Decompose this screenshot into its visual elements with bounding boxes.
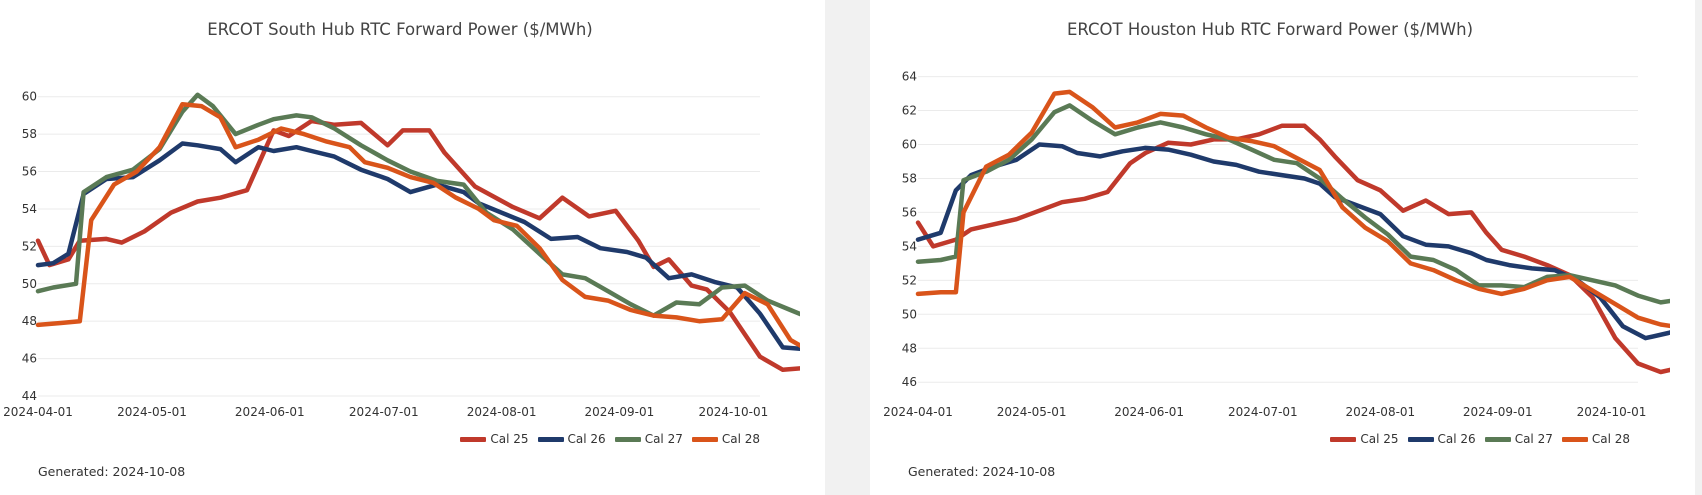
legend-swatch [537,436,564,442]
legend-label: Cal 25 [490,432,529,446]
y-tick-label: 62 [902,104,917,118]
legend-item-cal-28: Cal 28 [691,432,760,446]
chart-title: ERCOT Houston Hub RTC Forward Power ($/M… [1066,20,1474,39]
x-tick-label: 2024-05-01 [117,405,187,419]
legend: Cal 25 Cal 26 Cal 27 Cal 28 [460,432,760,446]
y-tick-label: 58 [902,171,917,185]
y-tick-label: 52 [22,239,37,253]
legend-swatch [691,436,718,442]
x-tick-label: 2024-08-01 [1345,405,1415,419]
y-tick-label: 50 [902,307,917,321]
legend-swatch [1561,436,1588,442]
series-line-cal-25 [915,123,1670,375]
y-tick-label: 46 [902,375,917,389]
legend-label: Cal 26 [1437,432,1476,446]
y-tick-label: 58 [22,127,37,141]
x-tick-label: 2024-07-01 [349,405,419,419]
y-tick-label: 60 [22,90,37,104]
series-line-cal-27 [35,92,800,318]
x-tick-label: 2024-04-01 [3,405,73,419]
x-tick-label: 2024-05-01 [997,405,1067,419]
y-tick-label: 54 [902,239,917,253]
legend-swatch [1484,436,1511,442]
legend-swatch [1330,436,1357,442]
series-line-cal-28 [915,89,1670,329]
y-tick-label: 46 [22,352,37,366]
y-tick-label: 50 [22,277,37,291]
legend-label: Cal 28 [1591,432,1630,446]
y-tick-label: 54 [22,202,37,216]
series-line-cal-27 [915,103,1670,305]
x-tick-label: 2024-09-01 [1463,405,1533,419]
generated-date: Generated: 2024-10-08 [38,464,186,479]
legend-item-cal-27: Cal 27 [1484,432,1553,446]
x-tick-label: 2024-10-01 [1577,405,1647,419]
y-tick-label: 60 [902,138,917,152]
generated-date: Generated: 2024-10-08 [908,464,1056,479]
x-tick-label: 2024-06-01 [235,405,305,419]
legend-label: Cal 26 [567,432,606,446]
series-line-cal-26 [35,141,800,352]
legend-item-cal-28: Cal 28 [1561,432,1630,446]
legend-item-cal-26: Cal 26 [537,432,606,446]
legend-item-cal-27: Cal 27 [614,432,683,446]
legend-label: Cal 27 [1514,432,1553,446]
y-tick-label: 56 [902,205,917,219]
series-line-cal-28 [35,101,800,349]
legend-swatch [460,436,487,442]
legend: Cal 25 Cal 26 Cal 27 Cal 28 [1330,432,1630,446]
y-tick-label: 44 [22,389,37,403]
legend-label: Cal 25 [1360,432,1399,446]
legend-item-cal-25: Cal 25 [460,432,529,446]
y-tick-label: 64 [902,70,917,84]
chart-panel-houston: ERCOT Houston Hub RTC Forward Power ($/M… [870,0,1695,495]
y-tick-label: 48 [902,341,917,355]
legend-label: Cal 28 [721,432,760,446]
chart-title: ERCOT South Hub RTC Forward Power ($/MWh… [207,20,593,39]
x-tick-label: 2024-06-01 [1114,405,1184,419]
series-line-cal-26 [915,142,1670,341]
legend-label: Cal 27 [644,432,683,446]
x-tick-label: 2024-07-01 [1228,405,1298,419]
x-tick-label: 2024-10-01 [699,405,769,419]
series-line-cal-25 [35,118,800,373]
x-tick-label: 2024-04-01 [883,405,953,419]
legend-swatch [1407,436,1434,442]
legend-item-cal-26: Cal 26 [1407,432,1476,446]
y-tick-label: 52 [902,273,917,287]
x-tick-label: 2024-09-01 [585,405,655,419]
chart-plot-area: 46 48 50 52 54 56 58 60 62 64 2024-04-01 2024-05-01… [883,70,1670,419]
y-tick-label: 48 [22,314,37,328]
x-tick-label: 2024-08-01 [467,405,537,419]
chart-plot-area: 44 46 48 50 52 54 56 58 60 2024-04-01 2024-05-01 20… [3,90,800,419]
y-tick-label: 56 [22,165,37,179]
legend-swatch [614,436,641,442]
legend-item-cal-25: Cal 25 [1330,432,1399,446]
chart-panel-south: ERCOT South Hub RTC Forward Power ($/MWh… [0,0,825,495]
